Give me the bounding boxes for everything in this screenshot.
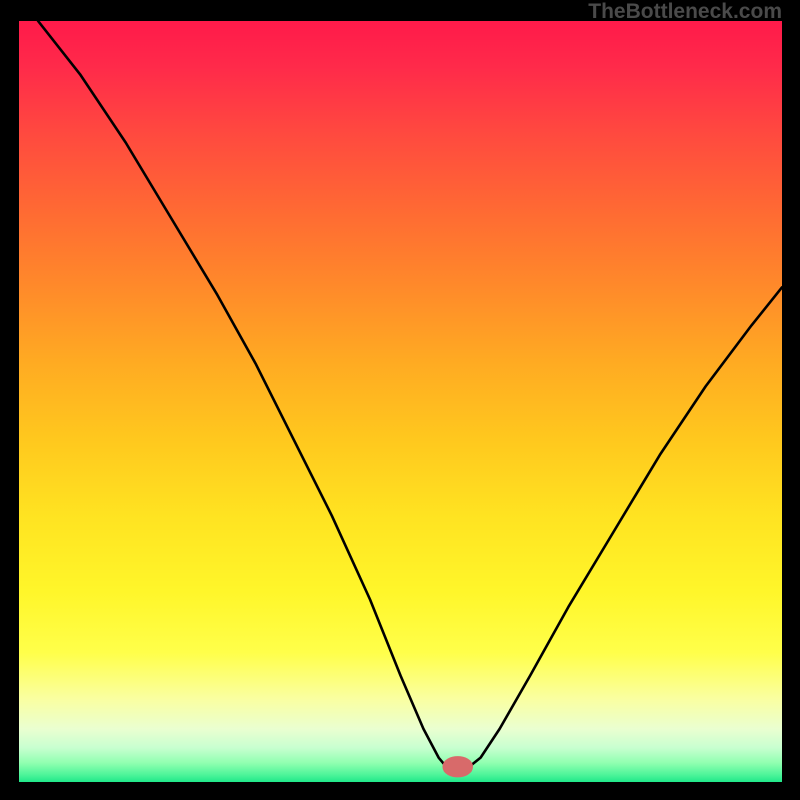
watermark-text: TheBottleneck.com xyxy=(588,0,782,24)
chart-container: TheBottleneck.com xyxy=(0,0,800,800)
bottleneck-curve xyxy=(38,21,782,767)
minimum-marker xyxy=(446,760,469,774)
curve-layer xyxy=(19,21,782,782)
plot-area xyxy=(19,21,782,782)
